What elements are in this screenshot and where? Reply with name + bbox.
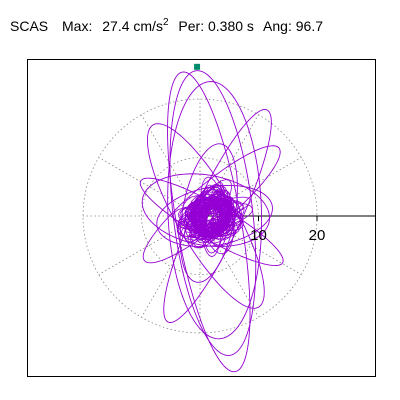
max-value: 27.4	[102, 18, 130, 34]
tick-label-20: 20	[309, 227, 326, 244]
grid-spoke-120	[141, 114, 201, 217]
grid-spoke-150	[98, 157, 201, 217]
orbit-outer-loop-4	[163, 109, 272, 323]
angle-label: Ang:	[263, 18, 292, 34]
max-unit-exponent: 2	[162, 17, 169, 28]
orbit-outer-loop-6	[142, 145, 281, 264]
grid-spoke-330	[199, 215, 302, 275]
grid-spoke-60	[199, 114, 259, 217]
chart-header: SCAS Max: 27.4 cm/s2 Per: 0.380 s Ang: 9…	[10, 17, 323, 35]
tick-labels: 10 20	[250, 227, 325, 244]
grid-spoke-240	[141, 215, 201, 318]
grid-spoke-300	[199, 215, 259, 318]
orbit-outer-loop-9	[156, 185, 273, 247]
start-marker	[194, 63, 201, 70]
orbit-outer-loop-2	[167, 71, 251, 373]
orbit-traces	[139, 70, 284, 373]
grid-spoke-30	[199, 157, 302, 217]
period-value: 0.380 s	[207, 18, 254, 34]
orbit-inner-knot	[172, 176, 253, 258]
orbit-outer-loop-8	[179, 143, 238, 283]
orbit-outer-loop-10	[141, 173, 270, 247]
max-unit: cm/s	[133, 18, 163, 34]
orbit-outer-loop-7	[139, 177, 284, 266]
max-label: Max:	[62, 18, 93, 34]
grid-spoke-210	[98, 215, 201, 275]
angle-value: 96.7	[295, 18, 323, 34]
station-code: SCAS	[10, 18, 49, 34]
tick-label-10: 10	[250, 227, 267, 244]
start-marker-layer	[194, 63, 201, 70]
orbit-outer-loop-1	[169, 70, 257, 356]
orbit-outer-loop-3	[167, 81, 263, 340]
period-label: Per:	[178, 18, 205, 34]
